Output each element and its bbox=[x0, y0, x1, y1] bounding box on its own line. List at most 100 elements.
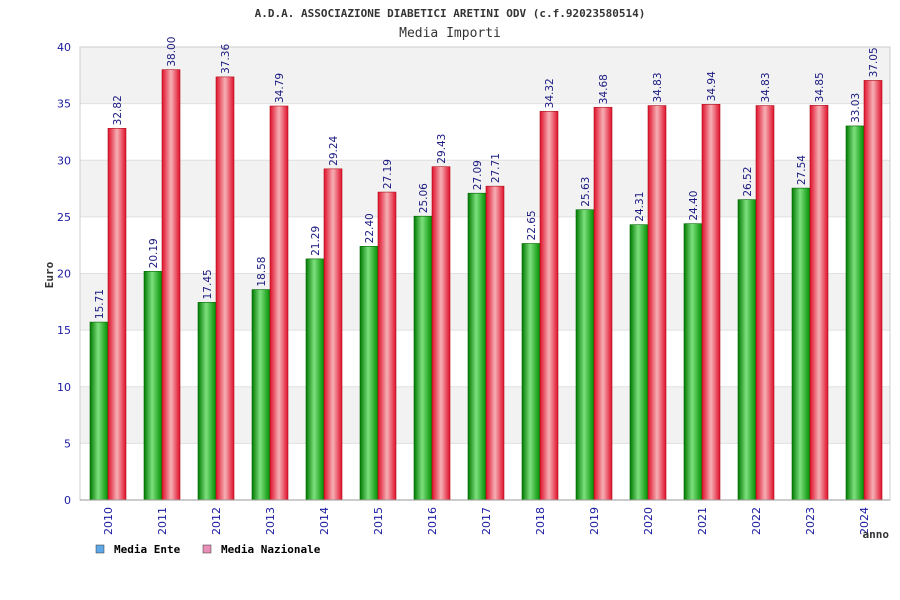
data-label: 34.85 bbox=[814, 72, 826, 102]
x-tick-label: 2017 bbox=[480, 507, 493, 535]
data-label: 18.58 bbox=[256, 257, 268, 287]
bar-media-ente bbox=[737, 199, 757, 501]
x-tick-label: 2014 bbox=[318, 507, 331, 535]
data-label: 17.45 bbox=[202, 269, 214, 299]
data-label: 32.82 bbox=[112, 95, 124, 125]
bar-media-ente bbox=[197, 302, 217, 501]
bar-media-ente bbox=[629, 224, 649, 501]
bar-media-nazionale bbox=[107, 128, 127, 501]
bar-media-ente bbox=[143, 271, 163, 501]
data-label: 34.79 bbox=[274, 73, 286, 103]
x-tick-label: 2013 bbox=[264, 507, 277, 535]
legend-label-media-ente: Media Ente bbox=[114, 543, 181, 556]
x-tick-label: 2015 bbox=[372, 507, 385, 535]
data-label: 21.29 bbox=[310, 226, 322, 256]
y-tick-label: 40 bbox=[57, 41, 71, 54]
x-tick-label: 2010 bbox=[102, 507, 115, 535]
x-tick-label: 2023 bbox=[804, 507, 817, 535]
x-tick-label: 2012 bbox=[210, 507, 223, 535]
y-axis-label: Euro bbox=[43, 261, 56, 288]
bar-media-nazionale bbox=[485, 185, 505, 501]
x-tick-label: 2021 bbox=[696, 507, 709, 535]
legend-swatch-media-ente bbox=[95, 544, 105, 554]
bar-media-ente bbox=[683, 223, 703, 501]
x-tick-label: 2020 bbox=[642, 507, 655, 535]
bar-media-nazionale bbox=[323, 168, 343, 501]
bar-media-nazionale bbox=[269, 105, 289, 501]
y-tick-label: 15 bbox=[57, 324, 71, 337]
bar-media-ente bbox=[575, 209, 595, 501]
legend: Media Ente Media Nazionale bbox=[95, 543, 321, 556]
bar-media-nazionale bbox=[809, 105, 829, 501]
bar-media-ente bbox=[89, 321, 109, 501]
x-tick-label: 2024 bbox=[858, 507, 871, 535]
x-axis-label: anno bbox=[863, 528, 890, 541]
data-label: 29.43 bbox=[436, 134, 448, 164]
x-tick-label: 2018 bbox=[534, 507, 547, 535]
y-axis-ticks: 0 5 10 15 20 25 30 35 40 bbox=[57, 41, 71, 507]
bars bbox=[89, 69, 883, 501]
data-label: 24.31 bbox=[634, 192, 646, 222]
y-tick-label: 10 bbox=[57, 381, 71, 394]
grid-band bbox=[80, 103, 890, 161]
data-label: 34.83 bbox=[760, 72, 772, 102]
bar-media-nazionale bbox=[215, 76, 235, 501]
data-label: 34.94 bbox=[706, 71, 718, 101]
data-label: 34.68 bbox=[598, 74, 610, 104]
data-label: 29.24 bbox=[328, 135, 340, 165]
bar-media-nazionale bbox=[593, 106, 613, 501]
bar-media-nazionale bbox=[863, 80, 883, 501]
data-label: 27.19 bbox=[382, 159, 394, 189]
chart-title: A.D.A. ASSOCIAZIONE DIABETICI ARETINI OD… bbox=[255, 7, 646, 20]
data-label: 34.83 bbox=[652, 72, 664, 102]
data-label: 25.06 bbox=[418, 183, 430, 213]
y-tick-label: 25 bbox=[57, 211, 71, 224]
y-tick-label: 30 bbox=[57, 154, 71, 167]
y-tick-label: 35 bbox=[57, 98, 71, 111]
legend-label-media-nazionale: Media Nazionale bbox=[221, 543, 321, 556]
chart-subtitle: Media Importi bbox=[399, 26, 501, 41]
legend-item-media-nazionale: Media Nazionale bbox=[202, 543, 321, 556]
bar-media-ente bbox=[521, 243, 541, 501]
x-axis-ticks: 2010 2011 2012 2013 2014 2015 2016 2017 2018 2019… bbox=[102, 507, 871, 535]
x-tick-label: 2016 bbox=[426, 507, 439, 535]
bar-media-nazionale bbox=[539, 111, 559, 501]
bar-media-nazionale bbox=[377, 191, 397, 501]
x-tick-label: 2022 bbox=[750, 507, 763, 535]
data-labels: 15.71 32.82 20.19 38.00 17.45 37.36 18.58 34.79… bbox=[94, 37, 880, 319]
bar-media-ente bbox=[305, 258, 325, 501]
data-label: 27.71 bbox=[490, 153, 502, 183]
bar-media-ente bbox=[791, 187, 811, 501]
grid-band bbox=[80, 47, 890, 104]
data-label: 27.09 bbox=[472, 160, 484, 190]
bar-media-ente bbox=[467, 192, 487, 501]
data-label: 15.71 bbox=[94, 289, 106, 319]
bar-media-ente bbox=[413, 215, 433, 501]
x-tick-label: 2019 bbox=[588, 507, 601, 535]
bar-media-ente bbox=[359, 246, 379, 501]
data-label: 27.54 bbox=[796, 155, 808, 185]
bar-media-nazionale bbox=[755, 105, 775, 501]
data-label: 37.36 bbox=[220, 44, 232, 74]
bar-media-nazionale bbox=[161, 69, 181, 501]
data-label: 22.65 bbox=[526, 210, 538, 240]
data-label: 25.63 bbox=[580, 177, 592, 207]
data-label: 33.03 bbox=[850, 93, 862, 123]
y-tick-label: 20 bbox=[57, 268, 71, 281]
data-label: 24.40 bbox=[688, 191, 700, 221]
y-tick-label: 5 bbox=[64, 437, 71, 450]
x-tick-label: 2011 bbox=[156, 507, 169, 535]
y-tick-label: 0 bbox=[64, 494, 71, 507]
data-label: 26.52 bbox=[742, 167, 754, 197]
data-label: 34.32 bbox=[544, 78, 556, 108]
bar-media-nazionale bbox=[701, 104, 721, 501]
bar-media-ente bbox=[251, 289, 271, 501]
data-label: 37.05 bbox=[868, 47, 880, 77]
data-label: 20.19 bbox=[148, 238, 160, 268]
bar-media-ente bbox=[845, 125, 865, 501]
legend-item-media-ente: Media Ente bbox=[95, 543, 181, 556]
data-label: 22.40 bbox=[364, 213, 376, 243]
bar-media-nazionale bbox=[647, 105, 667, 501]
legend-swatch-media-nazionale bbox=[202, 544, 212, 554]
